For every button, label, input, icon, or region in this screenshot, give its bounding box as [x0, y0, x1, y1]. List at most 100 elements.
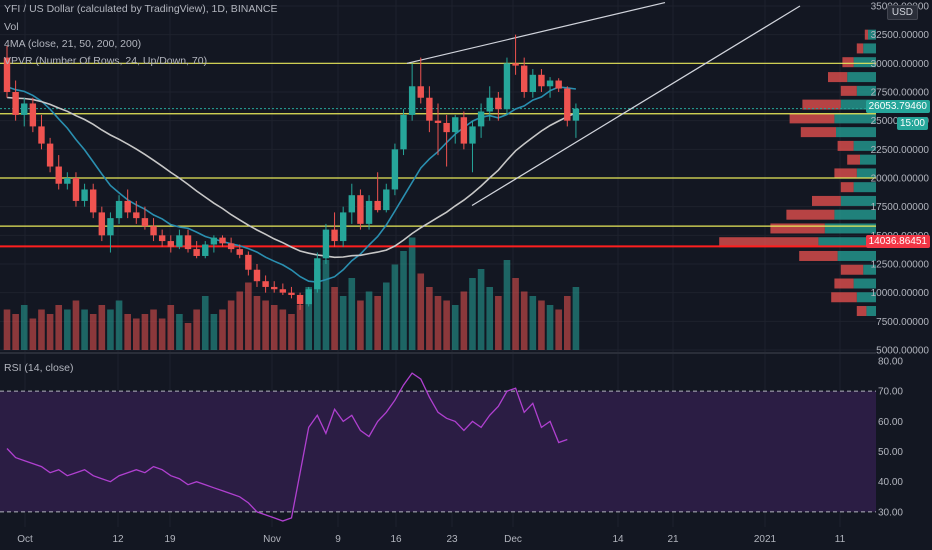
vp-down-bar [864, 29, 868, 40]
price-tick-label: 20000.00000 [871, 174, 930, 185]
volume-bar [245, 282, 252, 350]
volume-bar [46, 314, 54, 350]
volume-bar [460, 291, 468, 350]
volume-bar [374, 296, 381, 350]
volume-bar [538, 300, 545, 350]
candle-body [477, 111, 485, 127]
vp-up-bar [856, 168, 876, 179]
candle-body [426, 97, 433, 121]
candle-body [219, 237, 226, 244]
candle-body [210, 237, 218, 245]
vp-down-bar [812, 195, 841, 206]
volume-bar [193, 309, 200, 350]
volume-bar [495, 296, 502, 350]
vp-down-bar [840, 85, 857, 96]
price-tick-label: 22500.00000 [871, 145, 930, 156]
rsi-legend: RSI (14, close) [4, 362, 74, 374]
candle-body [460, 117, 468, 144]
volume-bar [210, 314, 218, 350]
vp-down-bar [831, 292, 857, 303]
rsi-tick-label: 50.00 [878, 447, 903, 458]
volume-bar [107, 309, 114, 350]
price-axis[interactable]: 35000.0000032500.0000030000.0000027500.0… [871, 0, 932, 550]
candle-body [572, 108, 580, 121]
currency-badge[interactable]: USD [886, 5, 918, 20]
vp-down-bar [842, 57, 854, 68]
volume-bar [314, 269, 321, 350]
rsi-axis[interactable]: 80.00 70.00 60.00 50.00 40.00 30.00 [878, 357, 903, 519]
time-axis[interactable]: Oct 12 19 Nov 9 16 23 Dec 14 21 2021 11 [0, 528, 932, 550]
volume-bars [3, 237, 580, 350]
vp-down-bar [800, 127, 836, 138]
time-tick-label: 16 [390, 534, 402, 545]
volume-bar [296, 305, 304, 350]
candle-body [529, 74, 537, 92]
volume-bar [72, 300, 80, 350]
time-tick-label: Dec [504, 534, 522, 545]
candle-body [417, 86, 424, 98]
candle-body [12, 92, 19, 115]
volume-bar [158, 318, 166, 350]
volume-bar [555, 309, 562, 350]
time-tick-label: 14 [612, 534, 624, 545]
volume-legend: Vol [4, 21, 19, 33]
time-tick-label: 9 [335, 534, 341, 545]
candle-body [564, 88, 571, 121]
candle-body [305, 289, 312, 305]
ma-fast-line [6, 86, 577, 283]
volume-bar [253, 296, 261, 350]
candle-body [521, 65, 528, 92]
vp-up-bar [860, 154, 876, 165]
candle-body [374, 200, 381, 211]
candle-body [90, 189, 97, 213]
candle-body [38, 126, 45, 144]
time-tick-label: 19 [164, 534, 176, 545]
volume-bar [382, 282, 390, 350]
volume-bar [124, 314, 131, 350]
candle-body [167, 241, 174, 247]
volume-bar [201, 296, 209, 350]
candle-body [124, 200, 131, 213]
candle-body [81, 189, 88, 201]
volume-bar [486, 287, 494, 350]
volume-bar [520, 291, 528, 350]
rsi-tick-label: 60.00 [878, 417, 903, 428]
candle-body [3, 57, 11, 92]
volume-bar [81, 309, 88, 350]
candle-body [98, 212, 106, 236]
volume-bar [529, 296, 537, 350]
volume-bar [357, 300, 364, 350]
candle-body [55, 166, 62, 184]
vp-down-bar [802, 99, 841, 110]
candle-body [339, 212, 347, 242]
candle-body [512, 63, 519, 66]
vp-up-bar [863, 43, 876, 54]
candle-body [408, 86, 416, 115]
candle-body [29, 103, 37, 127]
vp-down-bar [834, 278, 854, 289]
price-tick-label: 32500.00000 [871, 30, 930, 41]
candle-body [383, 189, 390, 211]
vp-up-bar [840, 195, 876, 206]
vp-up-bar [863, 264, 876, 275]
candle-body [236, 249, 243, 255]
rsi-tick-label: 80.00 [878, 357, 903, 368]
candle-body [245, 254, 252, 270]
vp-down-bar [789, 113, 835, 124]
price-tick-label: 10000.00000 [871, 288, 930, 299]
candle-body [469, 126, 476, 144]
volume-bar [477, 269, 485, 350]
vp-down-bar [847, 154, 860, 165]
volume-bar [89, 314, 97, 350]
candle-body [322, 229, 330, 259]
volume-bar [572, 287, 580, 350]
candle-body [538, 74, 545, 87]
rsi-line [6, 372, 568, 522]
candle-body [434, 120, 442, 123]
volume-bar [262, 300, 269, 350]
candle-body [184, 235, 192, 250]
vp-up-bar [856, 85, 876, 96]
time-tick-label: 23 [446, 534, 458, 545]
candle-body [331, 229, 338, 242]
